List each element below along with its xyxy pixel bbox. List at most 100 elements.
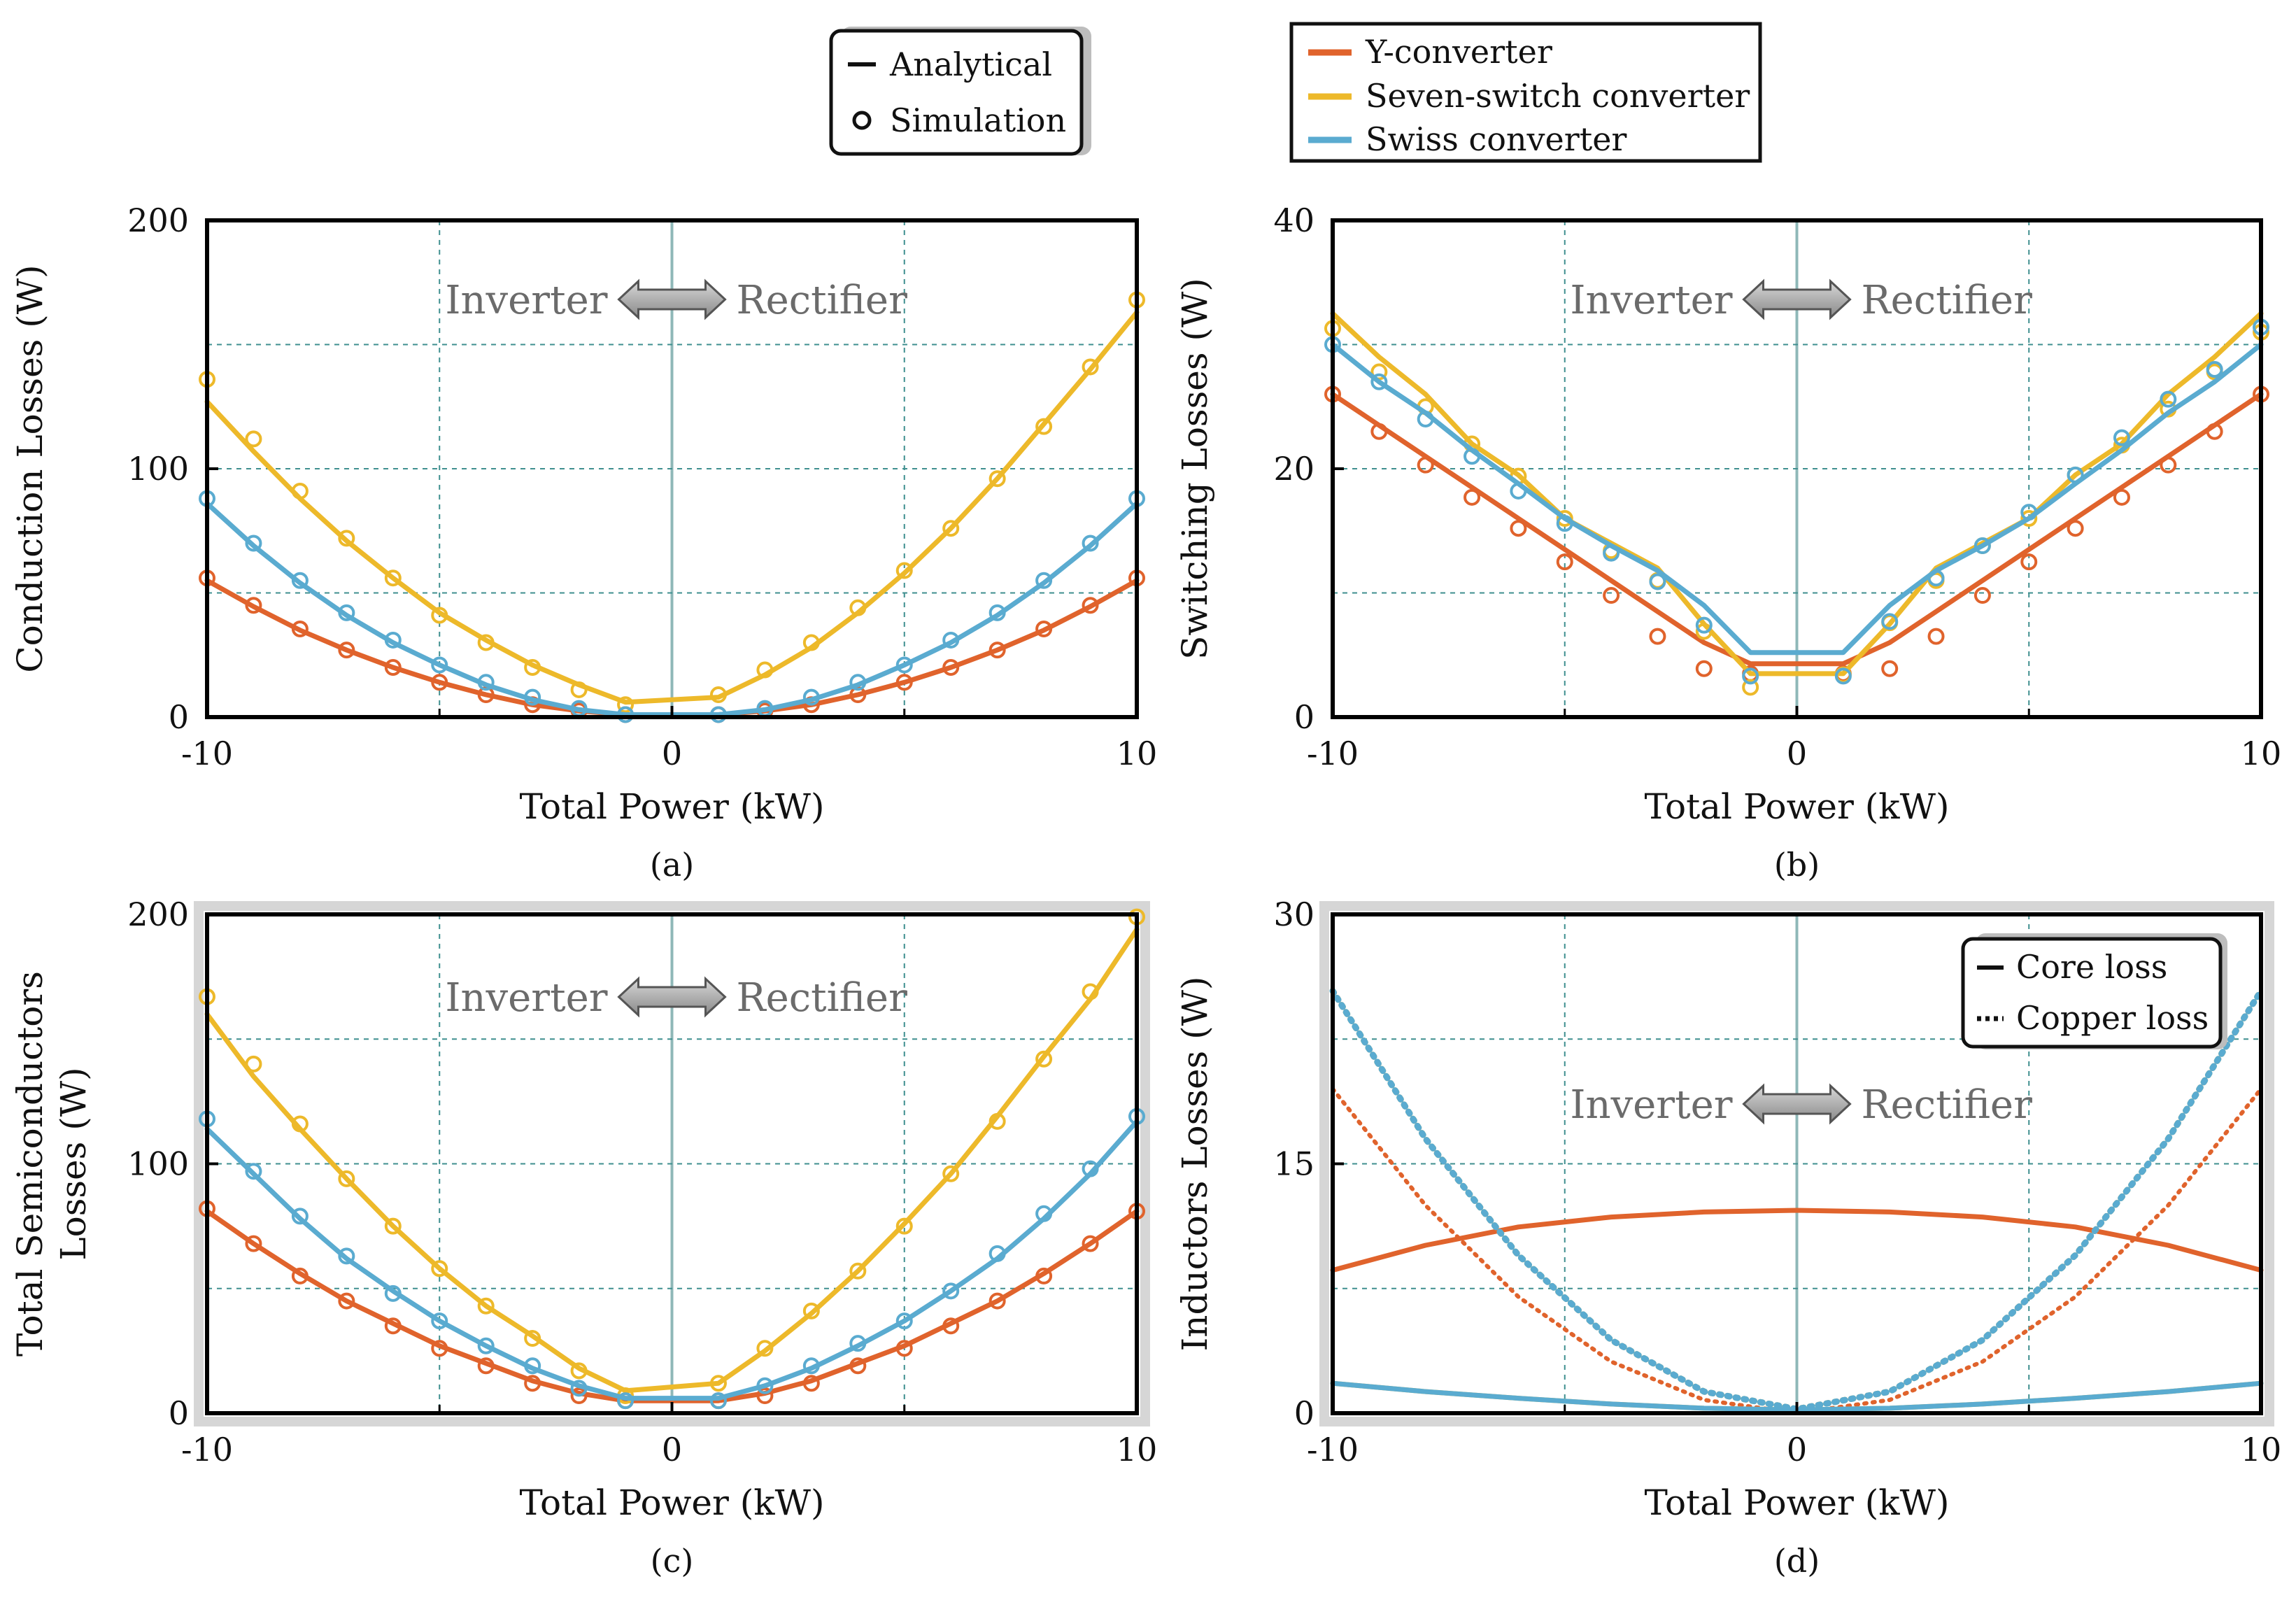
sim-point-swiss	[849, 1335, 867, 1352]
x-axis-label: Total Power (kW)	[1645, 1482, 1950, 1523]
sim-point-seven	[756, 661, 774, 679]
legend-d: Core loss Copper loss	[1961, 933, 2227, 1049]
panel-shadow	[1319, 901, 2274, 1426]
y-tick-label: 0	[169, 698, 189, 736]
sim-point-swiss	[570, 1380, 588, 1397]
y-axis-label: Conduction Losses (W)	[10, 264, 50, 672]
y-axis-label-line2: Losses (W)	[53, 1067, 94, 1260]
sim-point-seven	[988, 470, 1006, 488]
y-tick-label: 0	[169, 1394, 189, 1432]
legend-type: Analytical Simulation	[829, 27, 1091, 156]
sim-point-y	[570, 1387, 588, 1405]
sim-point-seven	[895, 1217, 913, 1235]
sim-point-y	[384, 1317, 402, 1335]
legend-simulation-swatch	[852, 111, 872, 130]
sim-point-y	[477, 1357, 495, 1375]
y-tick-label: 200	[127, 201, 189, 239]
sim-point-swiss	[1464, 448, 1481, 465]
sim-point-seven	[1742, 679, 1759, 696]
sim-point-seven	[524, 659, 541, 676]
x-tick-label: -10	[181, 735, 233, 772]
x-axis-label: Total Power (kW)	[520, 1482, 825, 1523]
sim-point-swiss	[756, 1377, 774, 1394]
direction-rectifier-label: Rectifier	[737, 975, 908, 1021]
sim-point-y	[1035, 1267, 1053, 1284]
sim-point-swiss	[338, 604, 355, 621]
sim-point-swiss	[431, 1312, 448, 1330]
x-tick-label: 10	[2241, 735, 2282, 772]
direction-rectifier-label: Rectifier	[1862, 278, 2033, 323]
sim-point-seven	[477, 1297, 495, 1315]
x-tick-label: -10	[1307, 735, 1359, 772]
direction-rectifier-label: Rectifier	[737, 278, 908, 323]
sim-point-y	[245, 597, 262, 614]
y-tick-label: 0	[1294, 1394, 1314, 1432]
sim-point-swiss	[1082, 534, 1099, 552]
sim-point-y	[2020, 553, 2038, 571]
sim-point-swiss	[245, 1163, 262, 1180]
y-axis-label: Inductors Losses (W)	[1175, 977, 1215, 1352]
y-tick-label: 40	[1273, 201, 1314, 239]
sim-point-swiss	[1973, 537, 1991, 555]
sim-point-seven	[756, 1340, 774, 1357]
sim-point-seven	[2020, 510, 2038, 527]
sim-point-seven	[245, 1055, 262, 1072]
sim-point-y	[2113, 488, 2130, 506]
legend-series: Y-converter Seven-switch converter Swiss…	[1289, 22, 1762, 163]
sim-point-swiss	[245, 534, 262, 552]
x-tick-label: 0	[1787, 1431, 1807, 1468]
legend-copper-label: Copper loss	[2016, 999, 2209, 1037]
sim-point-swiss	[849, 674, 867, 691]
sim-point-y	[1881, 660, 1899, 677]
sim-point-swiss	[1510, 482, 1527, 500]
sim-point-y	[1695, 660, 1713, 677]
sim-point-y	[942, 659, 960, 676]
series-line-y	[204, 1208, 1140, 1403]
x-tick-label: 0	[1787, 735, 1807, 772]
series-line-seven	[204, 926, 1140, 1394]
panel-caption: (a)	[650, 846, 694, 884]
sim-point-seven	[849, 599, 867, 616]
legend-core-label: Core loss	[2016, 948, 2167, 986]
sim-point-seven	[1035, 418, 1053, 435]
sim-point-y	[291, 620, 309, 637]
sim-point-seven	[802, 634, 820, 651]
sim-point-y	[895, 674, 913, 691]
sim-point-seven	[338, 530, 355, 547]
sim-point-y	[338, 1292, 355, 1310]
sim-point-swiss	[291, 1208, 309, 1225]
x-tick-label: 10	[1117, 1431, 1158, 1468]
sim-point-seven	[384, 569, 402, 587]
double-arrow-icon	[617, 278, 727, 320]
x-tick-label: 10	[1117, 735, 1158, 772]
sim-point-swiss	[1881, 613, 1899, 630]
sim-point-seven	[1695, 623, 1713, 640]
sim-point-y	[431, 1340, 448, 1357]
x-tick-label: -10	[1307, 1431, 1359, 1468]
legend-analytical-label: Analytical	[889, 45, 1052, 83]
sim-point-seven	[431, 607, 448, 624]
sim-point-y	[477, 686, 495, 704]
sim-point-swiss	[895, 1312, 913, 1330]
sim-point-swiss	[802, 1357, 820, 1375]
panel-shadow	[194, 901, 1150, 1426]
sim-point-y	[1973, 587, 1991, 604]
sim-point-swiss	[988, 1245, 1006, 1262]
sim-point-swiss	[942, 1282, 960, 1300]
sim-point-swiss	[942, 631, 960, 649]
sim-point-swiss	[617, 706, 635, 723]
sim-point-seven	[477, 634, 495, 651]
sim-point-y	[1927, 628, 1945, 645]
y-axis-label-line1: Total Semiconductors	[10, 971, 50, 1357]
x-tick-label: 0	[662, 735, 682, 772]
sim-point-swiss	[709, 1392, 727, 1410]
sim-point-y	[988, 1292, 1006, 1310]
sim-point-seven	[709, 686, 727, 704]
x-tick-label: -10	[181, 1431, 233, 1468]
